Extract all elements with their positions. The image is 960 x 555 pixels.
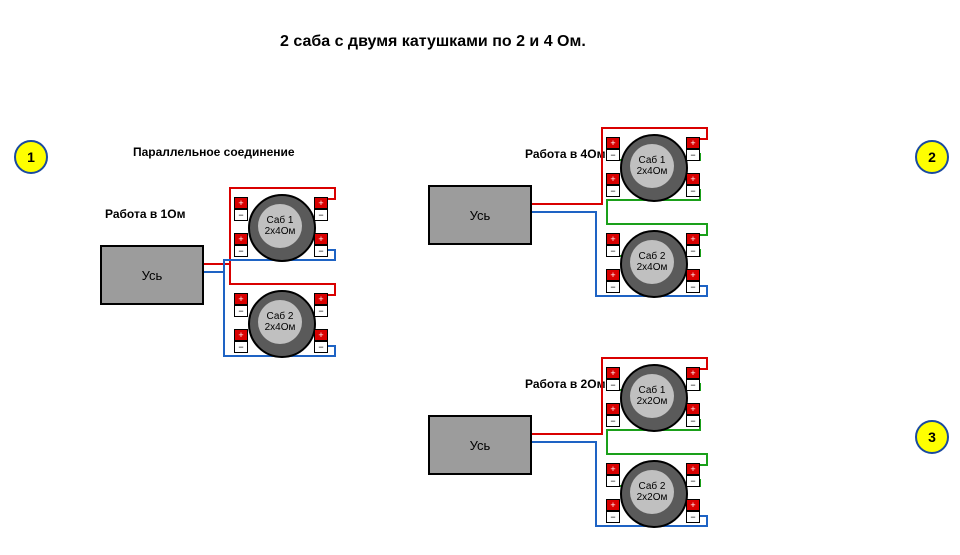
terminal-plus: + [606,463,620,475]
terminal-plus: + [606,233,620,245]
terminal-minus: − [606,379,620,391]
terminal-minus: − [606,511,620,523]
terminal-plus: + [686,173,700,185]
terminal-minus: − [686,379,700,391]
terminal-plus: + [606,403,620,415]
terminal-minus: − [606,475,620,487]
diagram-stage: 2 саба с двумя катушками по 2 и 4 Ом. 1 2… [0,0,960,555]
badge-1: 1 [14,140,48,174]
speaker-label: Саб 22x4Ом [248,311,312,333]
terminal-plus: + [234,293,248,305]
terminal-plus: + [314,197,328,209]
speaker-label: Саб 12x4Ом [248,215,312,237]
terminal-plus: + [606,499,620,511]
terminal-minus: − [606,281,620,293]
amplifier: Усь [100,245,204,305]
speaker: Саб 12x4Ом+−+−+−+− [620,134,684,198]
speaker: Саб 22x4Ом+−+−+−+− [248,290,312,354]
terminal-plus: + [314,293,328,305]
terminal-plus: + [234,233,248,245]
terminal-minus: − [606,415,620,427]
mode-label: Работа в 2Ом [525,377,605,391]
terminal-minus: − [314,245,328,257]
terminal-minus: − [314,341,328,353]
amplifier: Усь [428,185,532,245]
badge-2: 2 [915,140,949,174]
terminal-plus: + [686,233,700,245]
speaker-label: Саб 22x2Ом [620,481,684,503]
terminal-minus: − [234,209,248,221]
terminal-minus: − [686,511,700,523]
badge-3: 3 [915,420,949,454]
terminal-plus: + [234,197,248,209]
terminal-minus: − [686,475,700,487]
terminal-minus: − [234,341,248,353]
terminal-minus: − [314,305,328,317]
mode-label: Работа в 1Ом [105,207,185,221]
speaker-label: Саб 12x4Ом [620,155,684,177]
terminal-minus: − [686,415,700,427]
speaker: Саб 22x2Ом+−+−+−+− [620,460,684,524]
terminal-plus: + [314,329,328,341]
terminal-minus: − [606,149,620,161]
terminal-plus: + [686,367,700,379]
terminal-plus: + [686,269,700,281]
speaker-label: Саб 12x2Ом [620,385,684,407]
terminal-minus: − [686,149,700,161]
amplifier: Усь [428,415,532,475]
terminal-plus: + [234,329,248,341]
terminal-plus: + [686,499,700,511]
terminal-minus: − [314,209,328,221]
terminal-minus: − [686,281,700,293]
terminal-minus: − [606,245,620,257]
speaker: Саб 12x2Ом+−+−+−+− [620,364,684,428]
terminal-minus: − [686,245,700,257]
mode-label: Работа в 4Ом [525,147,605,161]
terminal-minus: − [234,305,248,317]
terminal-minus: − [234,245,248,257]
speaker: Саб 12x4Ом+−+−+−+− [248,194,312,258]
terminal-plus: + [686,403,700,415]
terminal-minus: − [606,185,620,197]
terminal-minus: − [686,185,700,197]
page-title: 2 саба с двумя катушками по 2 и 4 Ом. [280,33,586,51]
speaker-label: Саб 22x4Ом [620,251,684,273]
terminal-plus: + [606,367,620,379]
terminal-plus: + [606,137,620,149]
terminal-plus: + [606,173,620,185]
terminal-plus: + [606,269,620,281]
speaker: Саб 22x4Ом+−+−+−+− [620,230,684,294]
terminal-plus: + [314,233,328,245]
terminal-plus: + [686,463,700,475]
subtitle: Параллельное соединение [133,145,295,159]
terminal-plus: + [686,137,700,149]
